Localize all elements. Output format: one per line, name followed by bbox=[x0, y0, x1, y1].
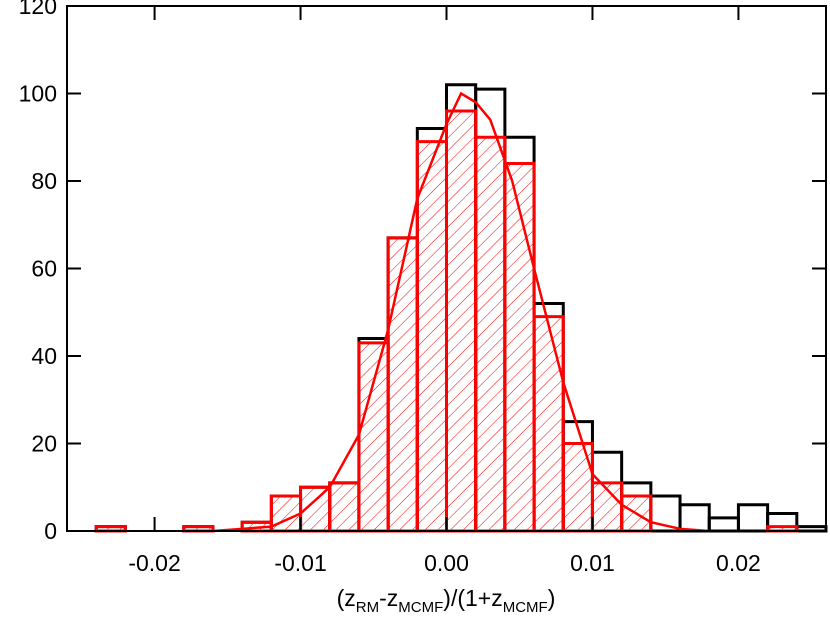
histogram-bar bbox=[678, 503, 711, 533]
x-label-subscript: RM bbox=[356, 599, 379, 616]
histogram-bar bbox=[707, 516, 740, 533]
histogram-bar bbox=[445, 109, 478, 533]
x-label-part: ) bbox=[548, 585, 556, 611]
x-label-subscript: MCMF bbox=[503, 599, 548, 616]
y-tick-label: 20 bbox=[31, 431, 57, 457]
y-tick-label: 0 bbox=[44, 518, 57, 544]
histogram-bar bbox=[386, 236, 419, 533]
histogram-bar bbox=[415, 140, 448, 533]
y-tick-label: 100 bbox=[19, 81, 57, 107]
x-label-part: -z bbox=[379, 585, 398, 611]
x-tick-label: 0.02 bbox=[716, 550, 761, 576]
histogram-bar bbox=[328, 481, 361, 533]
x-tick-label: 0.00 bbox=[424, 550, 469, 576]
y-tick-label: 60 bbox=[31, 256, 57, 282]
x-tick-label: 0.01 bbox=[570, 550, 615, 576]
x-label-part: )/(1+z bbox=[443, 585, 502, 611]
x-tick-label: -0.02 bbox=[128, 550, 180, 576]
y-tick-label: 40 bbox=[31, 343, 57, 369]
x-label-subscript: MCMF bbox=[398, 599, 443, 616]
x-label-part: (z bbox=[337, 585, 356, 611]
fit-curve bbox=[212, 91, 710, 533]
histogram-bar bbox=[357, 341, 390, 533]
x-axis-label: (zRM-zMCMF)/(1+zMCMF) bbox=[337, 585, 556, 616]
histogram-bar bbox=[474, 135, 507, 533]
x-tick-label: -0.01 bbox=[274, 550, 326, 576]
histogram-bar bbox=[532, 315, 565, 533]
histogram-bar bbox=[503, 162, 536, 533]
y-tick-label: 120 bbox=[19, 0, 57, 19]
y-tick-label: 80 bbox=[31, 168, 57, 194]
histogram-bar bbox=[736, 503, 770, 533]
